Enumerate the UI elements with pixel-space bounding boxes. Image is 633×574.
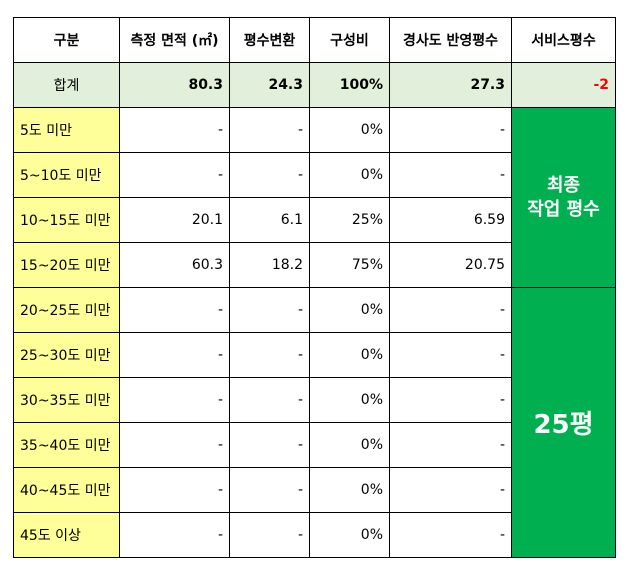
row-pyeong: - [229,377,310,423]
row-label: 5~10도 미만 [13,152,120,198]
header-slope-pyeong: 경사도 반영평수 [389,17,512,63]
row-ratio: 0% [309,287,390,333]
row-area: - [119,467,230,513]
row-ratio: 0% [309,107,390,153]
header-pyeong: 평수변환 [229,17,310,63]
final-line-2: 작업 평수 [527,198,600,220]
row-pyeong: - [229,287,310,333]
total-ratio: 100% [309,62,390,108]
table-row: 35~40도 미만 - - 0% - [13,422,616,468]
pyeong-25-cell: 25평 [511,287,616,558]
table-row: 45도 이상 - - 0% - [13,512,616,558]
row-slope: - [389,107,512,153]
row-slope: - [389,287,512,333]
row-ratio: 0% [309,467,390,513]
row-slope: - [389,512,512,558]
row-pyeong: - [229,332,310,378]
row-area: - [119,332,230,378]
row-ratio: 0% [309,422,390,468]
row-area: - [119,107,230,153]
header-ratio: 구성비 [309,17,390,63]
total-row: 합계 80.3 24.3 100% 27.3 -2 [13,62,616,108]
header-row: 구분 측정 면적 (㎡) 평수변환 구성비 경사도 반영평수 서비스평수 [13,17,616,63]
table-row: 25~30도 미만 - - 0% - [13,332,616,378]
row-area: - [119,287,230,333]
row-ratio: 0% [309,332,390,378]
total-area: 80.3 [119,62,230,108]
row-label: 5도 미만 [13,107,120,153]
row-ratio: 0% [309,377,390,423]
row-label: 25~30도 미만 [13,332,120,378]
slope-area-table: 구분 측정 면적 (㎡) 평수변환 구성비 경사도 반영평수 서비스평수 합계 … [13,17,616,558]
final-work-area-cell: 최종 작업 평수 [511,107,616,288]
table-row: 20~25도 미만 - - 0% - 25평 [13,287,616,558]
total-label: 합계 [13,62,120,108]
total-slope: 27.3 [389,62,512,108]
row-label: 20~25도 미만 [13,287,120,333]
header-area: 측정 면적 (㎡) [119,17,230,63]
row-pyeong: 6.1 [229,197,310,243]
row-pyeong: - [229,152,310,198]
row-label: 35~40도 미만 [13,422,120,468]
row-pyeong: - [229,107,310,153]
row-label: 40~45도 미만 [13,467,120,513]
row-area: 20.1 [119,197,230,243]
row-label: 15~20도 미만 [13,242,120,288]
total-service: -2 [511,62,616,108]
header-category: 구분 [13,17,120,63]
row-slope: - [389,152,512,198]
row-label: 30~35도 미만 [13,377,120,423]
row-slope: - [389,467,512,513]
row-slope: 6.59 [389,197,512,243]
row-pyeong: - [229,467,310,513]
row-area: - [119,422,230,468]
table-row: 5~10도 미만 - - 0% - [13,152,616,198]
row-area: 60.3 [119,242,230,288]
row-area: - [119,512,230,558]
row-label: 45도 이상 [13,512,120,558]
row-ratio: 0% [309,512,390,558]
final-line-1: 최종 [546,174,581,196]
header-service-pyeong: 서비스평수 [511,17,616,63]
total-pyeong: 24.3 [229,62,310,108]
row-area: - [119,152,230,198]
row-slope: - [389,422,512,468]
row-slope: - [389,377,512,423]
table-row: 40~45도 미만 - - 0% - [13,467,616,513]
row-area: - [119,377,230,423]
row-ratio: 75% [309,242,390,288]
row-pyeong: - [229,422,310,468]
row-ratio: 0% [309,152,390,198]
row-pyeong: - [229,512,310,558]
table-row: 5도 미만 - - 0% - 최종 작업 평수 [13,107,616,288]
row-slope: 20.75 [389,242,512,288]
row-pyeong: 18.2 [229,242,310,288]
table-row: 15~20도 미만 60.3 18.2 75% 20.75 [13,242,616,288]
row-ratio: 25% [309,197,390,243]
row-label: 10~15도 미만 [13,197,120,243]
row-slope: - [389,332,512,378]
